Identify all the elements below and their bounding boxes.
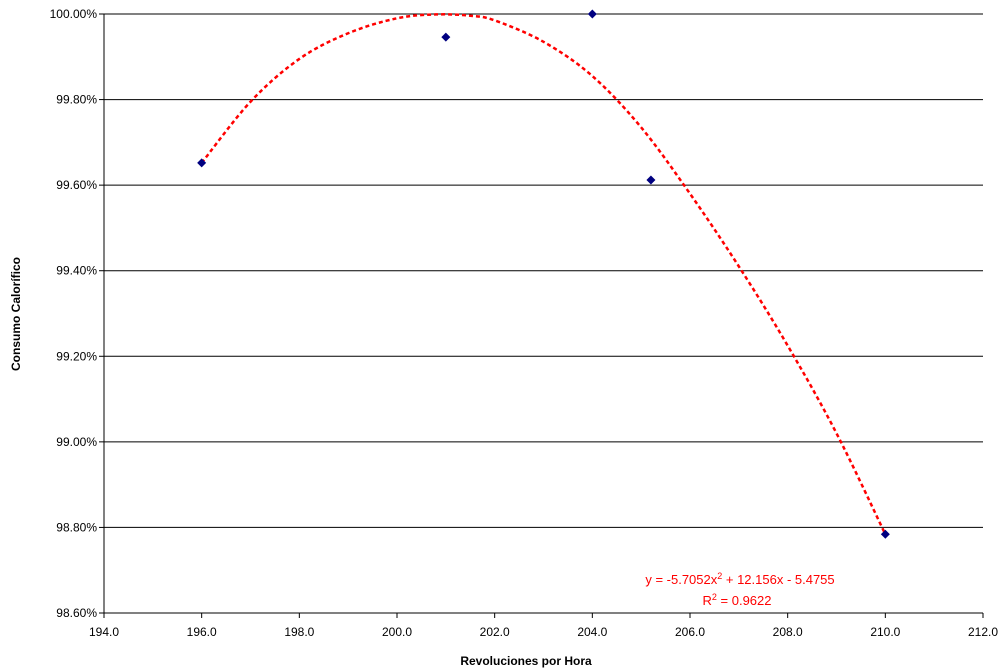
trendline xyxy=(200,13,887,535)
y-tick-label: 100.00% xyxy=(50,7,98,21)
x-tick-label: 198.0 xyxy=(284,625,314,639)
axes xyxy=(99,13,984,618)
x-tick-label: 196.0 xyxy=(187,625,217,639)
y-tick-label: 98.80% xyxy=(56,520,97,534)
y-tick-label: 99.20% xyxy=(56,349,97,363)
data-points xyxy=(197,9,890,539)
x-tick-label: 210.0 xyxy=(870,625,900,639)
data-point xyxy=(880,529,890,539)
y-tick-label: 98.60% xyxy=(56,606,97,620)
y-tick-labels: 98.60% 98.80% 99.00% 99.20% 99.40% 99.60% 99.8… xyxy=(50,7,98,620)
trendline-equation: y = -5.7052x2 + 12.156x - 5.4755 xyxy=(645,571,834,587)
x-tick-label: 202.0 xyxy=(480,625,510,639)
data-point xyxy=(197,158,207,168)
data-point xyxy=(587,9,597,19)
grid-lines xyxy=(104,13,983,528)
x-tick-label: 208.0 xyxy=(773,625,803,639)
x-tick-label: 204.0 xyxy=(577,625,607,639)
data-point xyxy=(441,32,451,42)
x-tick-label: 200.0 xyxy=(382,625,412,639)
y-axis-title: Consumo Calorífico xyxy=(9,257,23,371)
data-point xyxy=(646,175,656,185)
y-tick-label: 99.80% xyxy=(56,93,97,107)
x-axis-title: Revoluciones por Hora xyxy=(460,654,592,668)
trendline-r-squared: R2 = 0.9622 xyxy=(703,592,772,608)
y-tick-label: 99.60% xyxy=(56,178,97,192)
x-tick-label: 212.0 xyxy=(968,625,998,639)
x-tick-label: 206.0 xyxy=(675,625,705,639)
x-tick-labels: 194.0 196.0 198.0 200.0 202.0 204.0 206.0 208.0… xyxy=(89,625,998,639)
y-tick-label: 99.00% xyxy=(56,435,97,449)
trendline-path xyxy=(200,13,887,535)
y-tick-label: 99.40% xyxy=(56,264,97,278)
x-tick-label: 194.0 xyxy=(89,625,119,639)
